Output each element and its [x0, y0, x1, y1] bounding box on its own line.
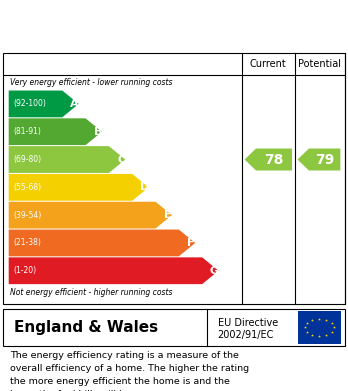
Text: 78: 78: [264, 152, 284, 167]
Text: Potential: Potential: [298, 59, 341, 69]
Text: (69-80): (69-80): [13, 155, 41, 164]
Polygon shape: [298, 149, 340, 170]
Text: 2002/91/EC: 2002/91/EC: [218, 330, 274, 340]
Polygon shape: [9, 257, 219, 284]
Polygon shape: [9, 146, 125, 173]
Text: (21-38): (21-38): [13, 239, 41, 248]
Text: (1-20): (1-20): [13, 266, 36, 275]
Text: (81-91): (81-91): [13, 127, 41, 136]
Text: C: C: [117, 154, 125, 165]
Text: B: B: [94, 127, 102, 137]
Text: (92-100): (92-100): [13, 99, 46, 108]
Text: D: D: [140, 182, 149, 192]
Polygon shape: [9, 91, 79, 117]
Text: 79: 79: [315, 152, 334, 167]
Bar: [298, 311, 341, 344]
Text: Very energy efficient - lower running costs: Very energy efficient - lower running co…: [10, 78, 173, 87]
Text: A: A: [70, 99, 79, 109]
Text: Current: Current: [250, 59, 287, 69]
Text: Not energy efficient - higher running costs: Not energy efficient - higher running co…: [10, 288, 173, 297]
Text: Energy Efficiency Rating: Energy Efficiency Rating: [10, 18, 220, 33]
Polygon shape: [9, 118, 102, 145]
Polygon shape: [9, 202, 172, 228]
Polygon shape: [245, 149, 292, 170]
Polygon shape: [9, 174, 149, 201]
Text: (39-54): (39-54): [13, 211, 41, 220]
Text: EU Directive: EU Directive: [218, 317, 278, 328]
Text: F: F: [187, 238, 195, 248]
Text: E: E: [164, 210, 172, 220]
Text: (55-68): (55-68): [13, 183, 41, 192]
Text: G: G: [210, 266, 219, 276]
Polygon shape: [9, 230, 195, 256]
Text: The energy efficiency rating is a measure of the
overall efficiency of a home. T: The energy efficiency rating is a measur…: [10, 351, 250, 391]
Text: England & Wales: England & Wales: [14, 320, 158, 335]
